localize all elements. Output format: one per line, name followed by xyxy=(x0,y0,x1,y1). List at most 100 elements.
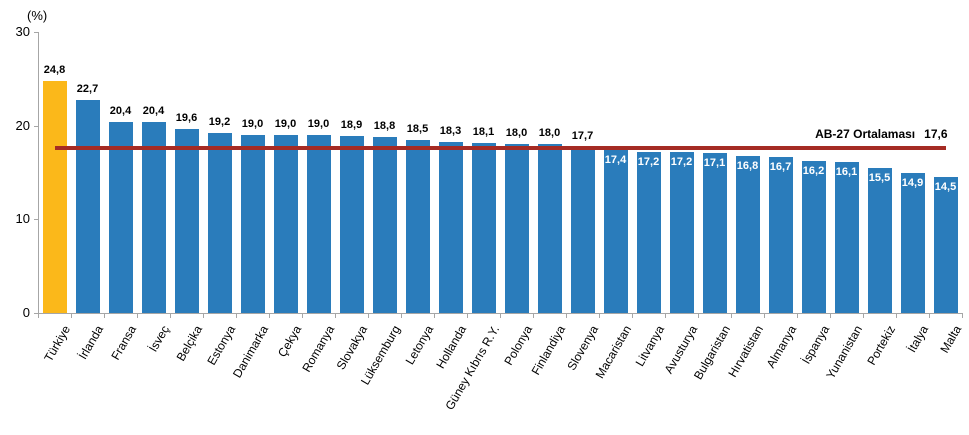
bar-value-label: 16,1 xyxy=(835,166,858,179)
bar xyxy=(372,136,397,313)
bar-value-label: 19,0 xyxy=(241,118,264,131)
x-tick-mark xyxy=(269,314,270,318)
bar-value-label: 15,5 xyxy=(868,171,891,184)
bar xyxy=(240,135,265,313)
bar xyxy=(174,129,199,313)
bar xyxy=(768,156,793,313)
bar-value-label: 17,4 xyxy=(604,154,627,167)
bar-value-label: 18,0 xyxy=(538,127,561,140)
bar xyxy=(438,141,463,313)
reference-line-label: AB-27 Ortalaması 17,6 xyxy=(815,127,947,141)
bar-value-label: 17,1 xyxy=(703,156,726,169)
x-tick-label: Letonya xyxy=(402,323,436,367)
y-tick-label: 20 xyxy=(15,117,30,133)
bar-value-label: 19,2 xyxy=(208,116,231,129)
x-tick-label: İspanya xyxy=(798,323,832,367)
bar-value-label: 20,4 xyxy=(109,104,132,117)
x-tick-mark xyxy=(203,314,204,318)
bar-value-label: 14,5 xyxy=(934,181,957,194)
bar-value-label: 18,8 xyxy=(373,119,396,132)
x-tick-mark xyxy=(533,314,534,318)
bar-value-label: 18,9 xyxy=(340,118,363,131)
reference-line-value: 17,6 xyxy=(924,127,948,142)
x-tick-mark xyxy=(500,314,501,318)
y-axis-unit-label: (%) xyxy=(27,8,48,23)
bar xyxy=(108,121,133,313)
bar-value-label: 20,4 xyxy=(142,104,165,117)
bar-value-label: 19,0 xyxy=(274,118,297,131)
x-tick-label: İsveç xyxy=(145,323,172,355)
bar-value-label: 17,2 xyxy=(637,155,660,168)
bar-value-label: 16,2 xyxy=(802,165,825,178)
x-tick-mark xyxy=(797,314,798,318)
bar-value-label: 19,6 xyxy=(175,112,198,125)
bar xyxy=(933,177,958,313)
y-tick-mark xyxy=(34,219,38,221)
x-tick-mark xyxy=(764,314,765,318)
x-tick-mark xyxy=(863,314,864,318)
x-tick-label: Polonya xyxy=(500,323,535,368)
reference-line-label-text: AB-27 Ortalaması xyxy=(815,127,916,142)
y-tick-label: 0 xyxy=(22,305,30,320)
bar xyxy=(42,80,67,313)
x-tick-mark xyxy=(335,314,336,318)
x-tick-mark xyxy=(698,314,699,318)
bar xyxy=(636,151,661,313)
y-axis-line xyxy=(38,32,39,314)
bar xyxy=(405,139,430,313)
bar xyxy=(735,155,760,313)
x-tick-mark xyxy=(71,314,72,318)
x-tick-label: Türkiye xyxy=(40,323,73,365)
bar xyxy=(702,152,727,313)
bar-value-label: 18,0 xyxy=(505,127,528,140)
x-tick-mark xyxy=(632,314,633,318)
x-tick-label: Litvanya xyxy=(632,323,667,369)
bar-value-label: 18,5 xyxy=(406,122,429,135)
bar xyxy=(339,135,364,313)
x-tick-mark xyxy=(566,314,567,318)
x-tick-mark xyxy=(929,314,930,318)
bar-value-label: 24,8 xyxy=(43,63,66,76)
bar-value-label: 22,7 xyxy=(76,83,99,96)
y-tick-label: 10 xyxy=(15,211,30,227)
x-tick-mark xyxy=(830,314,831,318)
bar-value-label: 17,7 xyxy=(571,130,594,143)
x-tick-mark xyxy=(104,314,105,318)
bar xyxy=(207,133,232,313)
bar xyxy=(669,151,694,313)
bar xyxy=(801,161,826,313)
bar xyxy=(834,162,859,313)
bar xyxy=(867,167,892,313)
x-tick-mark xyxy=(896,314,897,318)
bar xyxy=(537,144,562,313)
x-axis-line xyxy=(38,313,963,314)
x-tick-mark xyxy=(236,314,237,318)
x-tick-label: İrlanda xyxy=(75,323,106,362)
bar xyxy=(570,147,595,313)
x-tick-mark xyxy=(962,314,963,318)
x-tick-label: Slovakya xyxy=(333,323,370,373)
x-tick-label: Slovenya xyxy=(563,323,601,373)
y-tick-label: 30 xyxy=(15,24,30,39)
x-tick-mark xyxy=(467,314,468,318)
x-tick-label: Romanya xyxy=(298,323,337,375)
x-tick-label: Malta xyxy=(936,323,964,356)
bar-value-label: 17,2 xyxy=(670,155,693,168)
x-tick-label: Belçika xyxy=(173,323,205,364)
bar-value-label: 16,7 xyxy=(769,160,792,173)
bar xyxy=(900,173,925,313)
bar xyxy=(471,143,496,313)
x-tick-mark xyxy=(368,314,369,318)
x-tick-label: Çekya xyxy=(274,323,304,360)
bar-value-label: 18,1 xyxy=(472,126,495,139)
bar xyxy=(141,121,166,313)
y-tick-mark xyxy=(34,313,38,314)
x-tick-label: Portekiz xyxy=(863,323,898,368)
x-tick-label: Fransa xyxy=(107,323,139,363)
x-tick-mark xyxy=(38,314,39,318)
bar xyxy=(603,150,628,313)
bar xyxy=(306,135,331,313)
x-tick-label: Almanya xyxy=(763,323,799,371)
